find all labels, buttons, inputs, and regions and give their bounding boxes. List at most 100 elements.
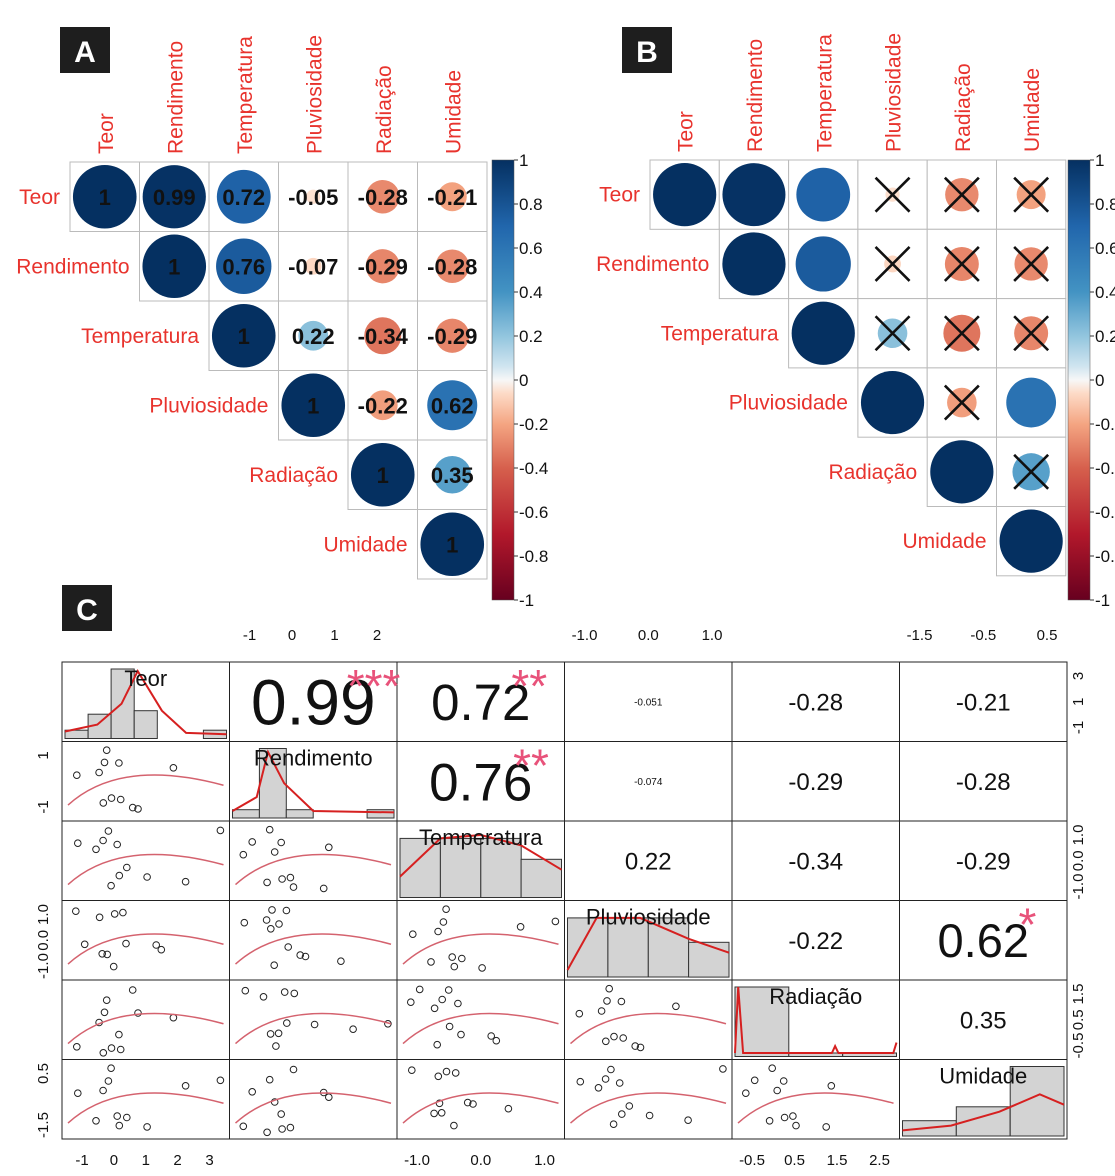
left-axis-tick-label: -1.0 — [35, 953, 52, 979]
nonsignificant-cross — [874, 176, 911, 213]
nonsignificant-cross — [943, 246, 980, 282]
cell-border — [417, 231, 488, 302]
scatter-point — [266, 1030, 275, 1038]
scatter-point — [384, 1020, 392, 1028]
scatter-point — [773, 1086, 782, 1095]
colorbar-tick-label: 0.6 — [1095, 239, 1115, 258]
density-curve — [399, 833, 563, 878]
col-label-1: Rendimento — [744, 39, 767, 152]
corr-coefficient: 0.76 — [429, 753, 532, 812]
row-label-0: Teor — [19, 186, 60, 209]
corr-value: 1 — [377, 463, 389, 488]
corr-circle — [427, 380, 478, 431]
loess-line — [402, 1092, 559, 1124]
scatter-point — [102, 996, 111, 1005]
corr-circle — [796, 167, 851, 222]
scatter-point — [128, 986, 137, 994]
corr-coefficient: -0.22 — [788, 928, 843, 955]
scatter-point — [625, 1102, 634, 1110]
top-axis-tick-label: -0.5 — [970, 627, 996, 644]
scatter-point — [645, 1111, 654, 1120]
scatter-point — [119, 908, 127, 917]
scatter-point — [113, 840, 121, 849]
scatter-point — [282, 906, 291, 915]
scatter-point — [128, 803, 137, 812]
colorbar-tick-label: 0.6 — [519, 239, 543, 258]
histogram-bar — [133, 710, 158, 740]
scatter-point — [765, 1117, 774, 1125]
scatter-point — [99, 1049, 108, 1057]
top-axis-tick-label: -1.5 — [907, 627, 933, 644]
scatter-point — [672, 1002, 680, 1011]
corr-circle — [365, 179, 400, 214]
scatter-point — [263, 1128, 271, 1137]
scatter-point — [463, 1098, 472, 1107]
corr-value: 0.72 — [222, 185, 265, 210]
variable-name: Radiação — [769, 984, 862, 1009]
variable-name: Temperatura — [419, 825, 543, 850]
corr-circle — [860, 370, 925, 435]
scatter-point — [450, 962, 459, 971]
scatter-point — [278, 875, 286, 883]
loess-line — [737, 1092, 894, 1124]
loess-line — [234, 853, 392, 886]
row-label-3: Pluviosidade — [149, 394, 268, 417]
colorbar-tick-label: -0.2 — [1095, 415, 1115, 434]
colorbar-tick-label: 0 — [519, 371, 528, 390]
scatter-point — [619, 1034, 628, 1042]
loess-line — [234, 1012, 392, 1045]
loess-line — [234, 1092, 392, 1124]
scatter-point — [100, 1008, 109, 1017]
bottom-axis-tick-label: 2.5 — [869, 1152, 890, 1169]
scatter-point — [80, 940, 89, 949]
corr-circle — [72, 164, 137, 229]
colorbar — [491, 159, 515, 601]
scatter-point — [296, 951, 305, 959]
corr-circle — [142, 234, 207, 299]
corr-coefficient: -0.34 — [788, 848, 843, 875]
colorbar-tick-label: -0.6 — [519, 503, 548, 522]
scatter-point — [275, 920, 283, 928]
histogram-bar — [232, 809, 260, 819]
corr-circle — [350, 442, 415, 507]
histogram-bar — [567, 917, 609, 978]
row-label-4: Radiação — [828, 461, 917, 484]
scatter-point — [289, 883, 298, 891]
scatter-point — [100, 758, 109, 767]
histogram-bar — [285, 809, 314, 819]
scatter-point — [504, 1104, 513, 1113]
colorbar-tick-label: 0.4 — [519, 283, 543, 302]
col-label-0: Teor — [95, 113, 118, 154]
scatter-point — [768, 1064, 777, 1072]
colorbar-tick-label: -0.2 — [519, 415, 548, 434]
right-axis-tick-label: -1 — [1070, 721, 1087, 734]
corr-circle — [437, 182, 467, 212]
scatter-point — [216, 1076, 225, 1085]
scatter-point — [435, 1099, 444, 1108]
scatter-point — [286, 1123, 295, 1132]
bottom-axis-tick-label: 1.5 — [827, 1152, 848, 1169]
col-label-5: Umidade — [1021, 68, 1044, 152]
loess-line — [569, 1012, 727, 1045]
corr-circle — [420, 512, 485, 577]
right-axis-tick-label: 0.0 — [1070, 850, 1087, 871]
scatter-point — [450, 1121, 458, 1130]
corr-circle — [367, 390, 398, 421]
loess-line — [67, 853, 224, 886]
corr-value: 0.35 — [431, 463, 474, 488]
corr-circle — [306, 189, 321, 204]
scatter-point — [337, 957, 345, 966]
top-axis-tick-label: 1 — [330, 627, 338, 644]
corr-circle — [216, 169, 271, 224]
loess-line — [569, 1092, 727, 1124]
corr-value: 1 — [307, 393, 319, 418]
corr-value: 0.62 — [431, 393, 474, 418]
scatter-point — [272, 1042, 280, 1050]
right-axis-tick-label: -0.5 — [1070, 1033, 1087, 1059]
scatter-point — [116, 1045, 125, 1054]
scatter-point — [277, 838, 286, 847]
top-axis-tick-label: 1.0 — [702, 627, 723, 644]
corr-value: 1 — [168, 254, 180, 279]
variable-name: Pluviosidade — [586, 905, 711, 930]
scatter-point — [239, 850, 248, 859]
